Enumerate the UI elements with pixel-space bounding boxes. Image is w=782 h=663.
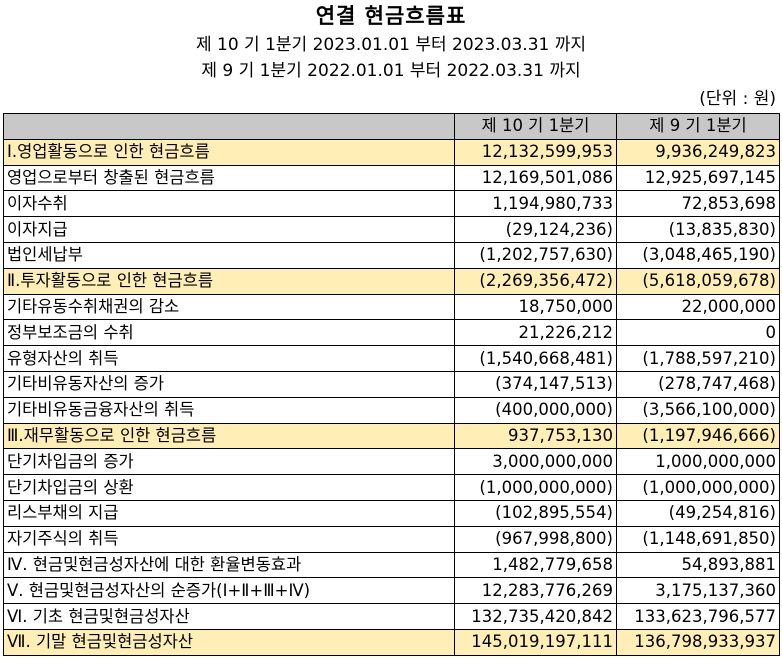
table-row: 자기주식의 취득 (967,998,800) (1,148,691,850)	[3, 525, 780, 553]
period-current: 제 10 기 1분기 2023.01.01 부터 2023.03.31 까지	[195, 35, 587, 55]
row-value-prior: 133,623,796,577	[616, 603, 780, 630]
row-value-prior: 9,936,249,823	[616, 138, 780, 166]
row-value-prior: 136,798,933,937	[616, 628, 780, 656]
table-row: 리스부채의 지급 (102,895,554) (49,254,816)	[3, 499, 780, 527]
row-label: Ⅴ. 현금및현금성자산의 순증가(Ⅰ+Ⅱ+Ⅲ+Ⅳ)	[3, 577, 455, 605]
row-label: 자기주식의 취득	[3, 525, 455, 553]
row-value-current: (967,998,800)	[454, 525, 617, 553]
row-value-prior: (1,000,000,000)	[616, 474, 780, 501]
row-value-current: 21,226,212	[454, 319, 617, 347]
row-label: 기타비유동금융자산의 취득	[3, 396, 455, 424]
row-label: 영업으로부터 창출된 현금흐름	[3, 164, 455, 192]
row-value-current: (102,895,554)	[454, 499, 617, 527]
row-value-current: (400,000,000)	[454, 396, 617, 424]
table-row: 정부보조금의 수취 21,226,212 0	[3, 319, 780, 347]
table-row: 이자수취 1,194,980,733 72,853,698	[3, 190, 780, 218]
row-value-current: 937,753,130	[454, 422, 617, 450]
row-label: 기타유동수취채권의 감소	[3, 293, 455, 321]
row-value-prior: (13,835,830)	[616, 216, 780, 243]
table-row: Ⅳ. 현금및현금성자산에 대한 환율변동효과 1,482,779,658 54,89…	[3, 551, 780, 579]
row-label: Ⅶ. 기말 현금및현금성자산	[3, 628, 455, 656]
table-row: 기타비유동자산의 증가 (374,147,513) (278,747,468)	[3, 370, 780, 398]
row-label: 정부보조금의 수취	[3, 319, 455, 347]
statement-title: 연결 현금흐름표	[315, 4, 467, 28]
row-value-prior: (3,566,100,000)	[616, 396, 780, 424]
row-label: 단기차입금의 증가	[3, 448, 455, 476]
row-value-prior: 3,175,137,360	[616, 577, 780, 605]
column-header-label	[3, 113, 455, 140]
row-value-prior: 0	[616, 319, 780, 347]
row-label: Ⅲ.재무활동으로 인한 현금흐름	[3, 422, 455, 450]
row-label: 이자지급	[3, 216, 455, 243]
row-label: 유형자산의 취득	[3, 345, 455, 372]
row-value-current: 12,132,599,953	[454, 138, 617, 166]
row-value-prior: (1,148,691,850)	[616, 525, 780, 553]
table-row: Ⅴ. 현금및현금성자산의 순증가(Ⅰ+Ⅱ+Ⅲ+Ⅳ) 12,283,776,269 3…	[3, 577, 780, 605]
row-value-prior: (3,048,465,190)	[616, 241, 780, 269]
table-row: 단기차입금의 증가 3,000,000,000 1,000,000,000	[3, 448, 780, 476]
table-body: Ⅰ.영업활동으로 인한 현금흐름 12,132,599,953 9,936,249,…	[3, 138, 780, 656]
row-value-current: 145,019,197,111	[454, 628, 617, 656]
row-label: Ⅰ.영업활동으로 인한 현금흐름	[3, 138, 455, 166]
row-label: 기타비유동자산의 증가	[3, 370, 455, 398]
row-value-current: (1,540,668,481)	[454, 345, 617, 372]
row-label: Ⅱ.투자활동으로 인한 현금흐름	[3, 267, 455, 295]
cash-flow-table: 제 10 기 1분기 제 9 기 1분기 Ⅰ.영업활동으로 인한 현금흐름 12,…	[3, 113, 780, 656]
table-row: Ⅰ.영업활동으로 인한 현금흐름 12,132,599,953 9,936,249,…	[3, 138, 780, 166]
table-row: 이자지급 (29,124,236) (13,835,830)	[3, 216, 780, 243]
row-value-current: 12,283,776,269	[454, 577, 617, 605]
table-row: Ⅱ.투자활동으로 인한 현금흐름 (2,269,356,472) (5,618,05…	[3, 267, 780, 295]
row-value-prior: 72,853,698	[616, 190, 780, 218]
row-value-current: 12,169,501,086	[454, 164, 617, 192]
row-value-prior: (5,618,059,678)	[616, 267, 780, 295]
row-value-prior: 1,000,000,000	[616, 448, 780, 476]
row-value-current: 3,000,000,000	[454, 448, 617, 476]
row-value-prior: 54,893,881	[616, 551, 780, 579]
row-value-prior: 22,000,000	[616, 293, 780, 321]
row-value-current: 18,750,000	[454, 293, 617, 321]
column-header-prior: 제 9 기 1분기	[616, 113, 780, 140]
row-value-prior: (1,788,597,210)	[616, 345, 780, 372]
table-row: 단기차입금의 상환 (1,000,000,000) (1,000,000,000)	[3, 474, 780, 501]
row-value-current: 132,735,420,842	[454, 603, 617, 630]
table-row: 기타비유동금융자산의 취득 (400,000,000) (3,566,100,000…	[3, 396, 780, 424]
row-value-prior: 12,925,697,145	[616, 164, 780, 192]
row-label: 리스부채의 지급	[3, 499, 455, 527]
row-label: Ⅵ. 기초 현금및현금성자산	[3, 603, 455, 630]
row-value-current: (2,269,356,472)	[454, 267, 617, 295]
table-row: 영업으로부터 창출된 현금흐름 12,169,501,086 12,925,697,…	[3, 164, 780, 192]
table-row: Ⅵ. 기초 현금및현금성자산 132,735,420,842 133,623,796…	[3, 603, 780, 630]
row-value-current: (29,124,236)	[454, 216, 617, 243]
row-value-current: (1,202,757,630)	[454, 241, 617, 269]
row-value-prior: (278,747,468)	[616, 370, 780, 398]
table-row: 유형자산의 취득 (1,540,668,481) (1,788,597,210)	[3, 345, 780, 372]
row-label: Ⅳ. 현금및현금성자산에 대한 환율변동효과	[3, 551, 455, 579]
column-header-current: 제 10 기 1분기	[454, 113, 617, 140]
row-value-current: 1,482,779,658	[454, 551, 617, 579]
table-row: 법인세납부 (1,202,757,630) (3,048,465,190)	[3, 241, 780, 269]
period-prior: 제 9 기 1분기 2022.01.01 부터 2022.03.31 까지	[201, 61, 581, 81]
row-value-prior: (1,197,946,666)	[616, 422, 780, 450]
row-label: 이자수취	[3, 190, 455, 218]
row-value-prior: (49,254,816)	[616, 499, 780, 527]
row-value-current: (1,000,000,000)	[454, 474, 617, 501]
row-label: 단기차입금의 상환	[3, 474, 455, 501]
row-label: 법인세납부	[3, 241, 455, 269]
table-row: Ⅶ. 기말 현금및현금성자산 145,019,197,111 136,798,933…	[3, 628, 780, 656]
table-header-row: 제 10 기 1분기 제 9 기 1분기	[3, 113, 780, 140]
table-row: 기타유동수취채권의 감소 18,750,000 22,000,000	[3, 293, 780, 321]
row-value-current: 1,194,980,733	[454, 190, 617, 218]
row-value-current: (374,147,513)	[454, 370, 617, 398]
unit-label: (단위 : 원)	[699, 89, 776, 109]
table-row: Ⅲ.재무활동으로 인한 현금흐름 937,753,130 (1,197,946,66…	[3, 422, 780, 450]
